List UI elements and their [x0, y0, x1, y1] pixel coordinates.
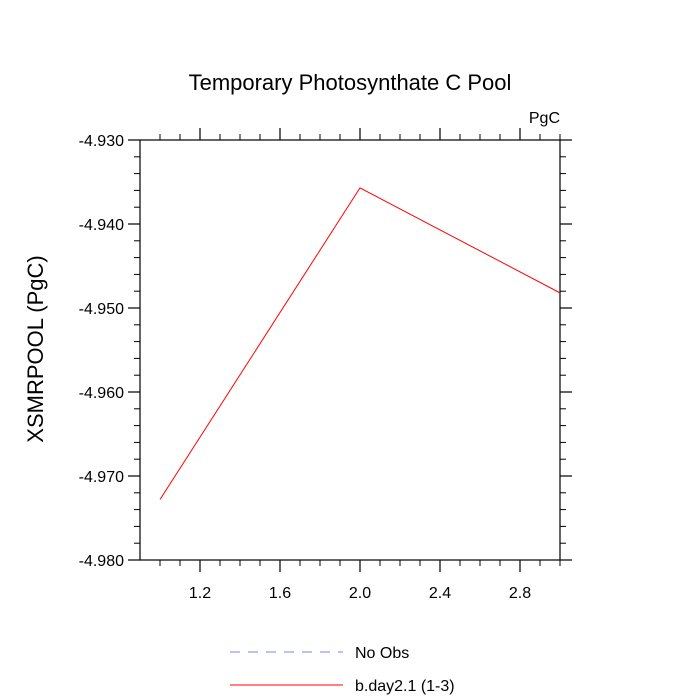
plot-frame	[139, 139, 561, 561]
y-tick-label: -4.930	[79, 133, 124, 150]
x-tick-label: 1.6	[269, 585, 291, 602]
y-tick-label: -4.980	[79, 553, 124, 570]
y-axis-label: XSMRPOOL (PgC)	[23, 255, 48, 442]
x-tick-label: 2.4	[429, 585, 451, 602]
y-tick-label: -4.970	[79, 469, 124, 486]
units-label: PgC	[529, 110, 560, 127]
legend-label: b.day2.1 (1-3)	[355, 678, 455, 695]
legend: No Obs b.day2.1 (1-3)	[230, 645, 455, 695]
series-line	[159, 187, 561, 500]
y-tick-label: -4.960	[79, 385, 124, 402]
plot-area: 1.2 1.6 2.0 2.4 2.8 -4.980 -4.970 -4.960 -4.950 -…	[79, 128, 572, 602]
x-tick-label: 1.2	[189, 585, 211, 602]
x-tick-label: 2.0	[349, 585, 371, 602]
x-tick-label: 2.8	[509, 585, 531, 602]
y-tick-label: -4.950	[79, 301, 124, 318]
legend-label: No Obs	[355, 645, 409, 662]
chart-title: Temporary Photosynthate C Pool	[189, 70, 512, 95]
y-tick-label: -4.940	[79, 217, 124, 234]
